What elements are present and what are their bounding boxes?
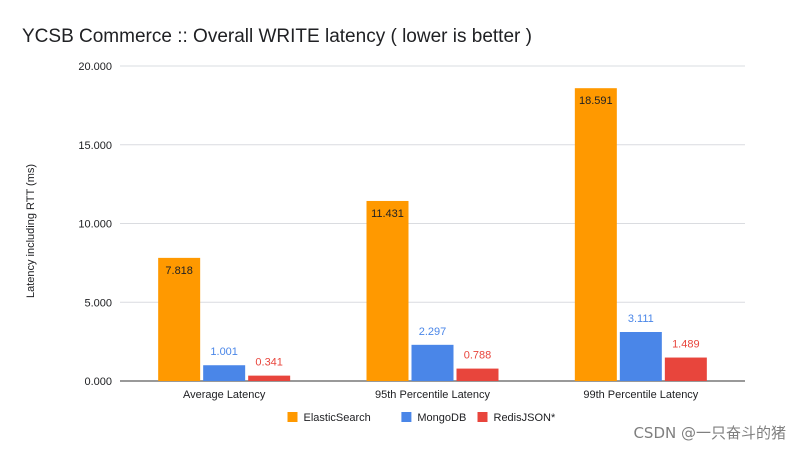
data-label: 18.591 bbox=[579, 95, 613, 107]
chart-title: YCSB Commerce :: Overall WRITE latency (… bbox=[22, 26, 532, 47]
legend-swatch bbox=[287, 412, 298, 422]
bar-mongodb bbox=[619, 332, 662, 381]
x-axis-categories: Average Latency 95th Percentile Latency 99… bbox=[183, 389, 699, 401]
y-tick-label: 10.000 bbox=[78, 219, 112, 231]
x-category-label: Average Latency bbox=[183, 389, 266, 401]
bar-redisjson bbox=[456, 368, 499, 381]
watermark: CSDN @一只奋斗的猪 bbox=[633, 424, 786, 442]
x-category-label: 99th Percentile Latency bbox=[583, 389, 698, 401]
bar-elasticsearch bbox=[574, 88, 617, 382]
data-labels: 7.818 1.001 0.341 11.431 2.297 0.788 18.591 3.1… bbox=[165, 95, 699, 368]
legend-label: ElasticSearch bbox=[304, 412, 371, 424]
y-tick-label: 20.000 bbox=[78, 61, 112, 73]
legend-label: MongoDB bbox=[417, 412, 466, 424]
data-label: 1.001 bbox=[210, 346, 238, 358]
legend-swatch bbox=[477, 412, 488, 422]
bar-mongodb bbox=[411, 344, 454, 381]
data-label: 0.341 bbox=[255, 357, 283, 369]
bar-elasticsearch bbox=[158, 257, 201, 381]
data-label: 1.489 bbox=[672, 339, 700, 351]
data-label: 0.788 bbox=[464, 350, 492, 362]
bars bbox=[158, 88, 707, 382]
y-tick-label: 15.000 bbox=[78, 140, 112, 152]
legend-label: RedisJSON* bbox=[494, 412, 556, 424]
bar-elasticsearch bbox=[366, 200, 409, 381]
legend: ElasticSearch MongoDB RedisJSON* bbox=[287, 412, 556, 424]
data-label: 7.818 bbox=[165, 265, 193, 277]
y-axis-label: Latency including RTT (ms) bbox=[25, 164, 37, 298]
data-label: 2.297 bbox=[419, 326, 447, 338]
y-axis-ticks: 0.000 5.000 10.000 15.000 20.000 bbox=[78, 61, 112, 388]
legend-swatch bbox=[401, 412, 412, 422]
bar-redisjson bbox=[664, 357, 707, 381]
data-label: 3.111 bbox=[628, 313, 654, 325]
y-tick-label: 0.000 bbox=[84, 376, 112, 388]
data-label: 11.431 bbox=[371, 208, 404, 220]
bar-mongodb bbox=[203, 365, 246, 381]
bar-redisjson bbox=[248, 375, 291, 381]
y-tick-label: 5.000 bbox=[84, 297, 112, 309]
x-category-label: 95th Percentile Latency bbox=[375, 389, 490, 401]
